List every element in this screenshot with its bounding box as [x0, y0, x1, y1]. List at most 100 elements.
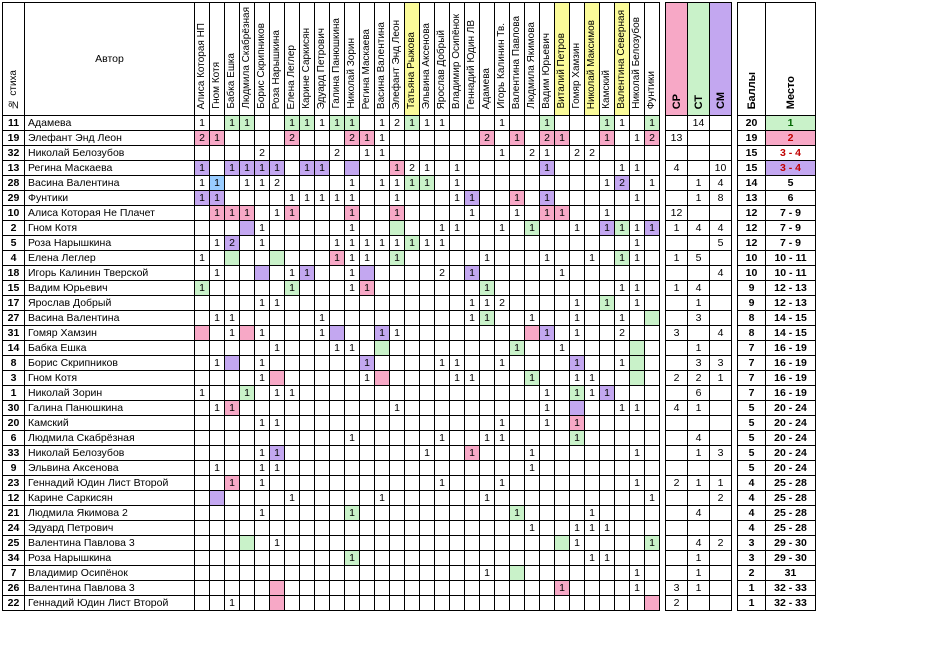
row-author: Галина Панюшкина — [24, 400, 195, 416]
place-cell: 1 — [765, 115, 816, 131]
column-header-juror-label: Роза Нарышкина — [271, 29, 282, 109]
score-cell: 5 — [737, 460, 766, 476]
vote-cell: 1 — [194, 280, 210, 296]
vote-cell — [539, 175, 555, 191]
table-row: 17 Ярослав Добрый 1 1 1 1 2 1 1 1 1 9 12 - 13 — [2, 295, 816, 311]
vote-cell — [464, 250, 480, 266]
vote-cell — [404, 250, 420, 266]
vote-cell — [344, 415, 360, 431]
vote-cell — [584, 475, 600, 491]
vote-cell — [479, 445, 495, 461]
vote-cell — [644, 520, 660, 536]
vote-cell — [569, 190, 585, 206]
table-row: 25 Валентина Павлова 3 1 1 1 4 2 3 29 - 30 — [2, 535, 816, 551]
column-header-juror-label: Елена Леглер — [286, 44, 297, 109]
vote-cell — [374, 415, 390, 431]
vote-cell — [404, 565, 420, 581]
column-header-juror: Елена Леглер — [284, 2, 300, 116]
vote-cell — [599, 565, 615, 581]
vote-cell — [329, 205, 345, 221]
column-header-juror: Людмила Якимова — [524, 2, 540, 116]
place-cell: 7 - 9 — [765, 205, 816, 221]
place-cell: 16 - 19 — [765, 370, 816, 386]
st-cell — [687, 235, 710, 251]
vote-cell: 1 — [344, 550, 360, 566]
vote-cell — [419, 310, 435, 326]
vote-cell — [434, 445, 450, 461]
vote-cell — [419, 205, 435, 221]
vote-cell: 1 — [479, 250, 495, 266]
vote-cell — [434, 175, 450, 191]
vote-cell — [554, 535, 570, 551]
vote-cell — [389, 445, 405, 461]
vote-cell — [419, 475, 435, 491]
vote-cell — [329, 415, 345, 431]
vote-cell — [254, 535, 270, 551]
vote-cell — [239, 145, 255, 161]
st-cell — [687, 130, 710, 146]
vote-cell: 2 — [494, 295, 510, 311]
vote-cell — [524, 565, 540, 581]
vote-cell — [494, 595, 510, 611]
sm-cell — [709, 460, 732, 476]
st-cell — [687, 460, 710, 476]
vote-cell — [329, 445, 345, 461]
vote-cell — [269, 565, 285, 581]
vote-cell — [419, 430, 435, 446]
column-header-juror: Николай Зорин — [344, 2, 360, 116]
vote-cell: 1 — [569, 535, 585, 551]
vote-cell — [599, 505, 615, 521]
vote-cell — [509, 550, 525, 566]
place-cell: 12 - 13 — [765, 295, 816, 311]
vote-cell — [569, 400, 585, 416]
vote-cell: 1 — [494, 355, 510, 371]
sm-cell — [709, 295, 732, 311]
vote-cell — [299, 520, 315, 536]
vote-cell: 1 — [449, 175, 465, 191]
vote-cell: 1 — [269, 460, 285, 476]
vote-cell: 1 — [464, 310, 480, 326]
vote-cell: 1 — [419, 445, 435, 461]
vote-cell — [209, 490, 225, 506]
vote-cell — [434, 145, 450, 161]
vote-cell — [554, 475, 570, 491]
table-row: 33 Николай Белозубов 1 1 1 1 1 1 1 3 5 20 - 24 — [2, 445, 816, 461]
vote-cell: 1 — [329, 115, 345, 131]
vote-cell — [449, 595, 465, 611]
row-number: 13 — [2, 160, 25, 176]
score-cell: 1 — [737, 595, 766, 611]
table-row: 4 Елена Леглер 1 1 1 1 1 1 1 1 1 1 1 5 10 10 - 11 — [2, 250, 816, 266]
vote-cell — [239, 445, 255, 461]
vote-cell — [584, 280, 600, 296]
vote-cell — [539, 310, 555, 326]
vote-cell — [269, 265, 285, 281]
vote-cell: 1 — [374, 325, 390, 341]
table-row: 29 Фунтики 1 1 1 1 1 1 1 1 1 1 1 1 1 1 8 13 6 — [2, 190, 816, 206]
vote-cell — [224, 355, 240, 371]
vote-cell — [389, 415, 405, 431]
vote-cell — [449, 400, 465, 416]
st-cell: 1 — [687, 400, 710, 416]
vote-cell — [404, 385, 420, 401]
vote-cell — [464, 220, 480, 236]
vote-cell — [629, 355, 645, 371]
vote-cell — [419, 595, 435, 611]
column-header-juror: Гном Котя — [209, 2, 225, 116]
vote-cell: 1 — [464, 370, 480, 386]
vote-cell: 2 — [284, 130, 300, 146]
vote-cell: 1 — [224, 400, 240, 416]
vote-cell — [239, 325, 255, 341]
st-cell — [687, 325, 710, 341]
vote-cell — [449, 550, 465, 566]
vote-cell — [524, 355, 540, 371]
vote-cell: 2 — [479, 130, 495, 146]
vote-cell — [329, 580, 345, 596]
vote-cell — [494, 280, 510, 296]
vote-cell — [374, 520, 390, 536]
table-row: 5 Роза Нарышкина 1 2 1 1 1 1 1 1 1 1 1 1 5 12 7 - 9 — [2, 235, 816, 251]
vote-cell: 1 — [254, 415, 270, 431]
sm-cell: 4 — [709, 175, 732, 191]
sm-cell: 8 — [709, 190, 732, 206]
vote-cell — [404, 355, 420, 371]
column-header-juror-label: Галина Панюшкина — [331, 18, 342, 109]
